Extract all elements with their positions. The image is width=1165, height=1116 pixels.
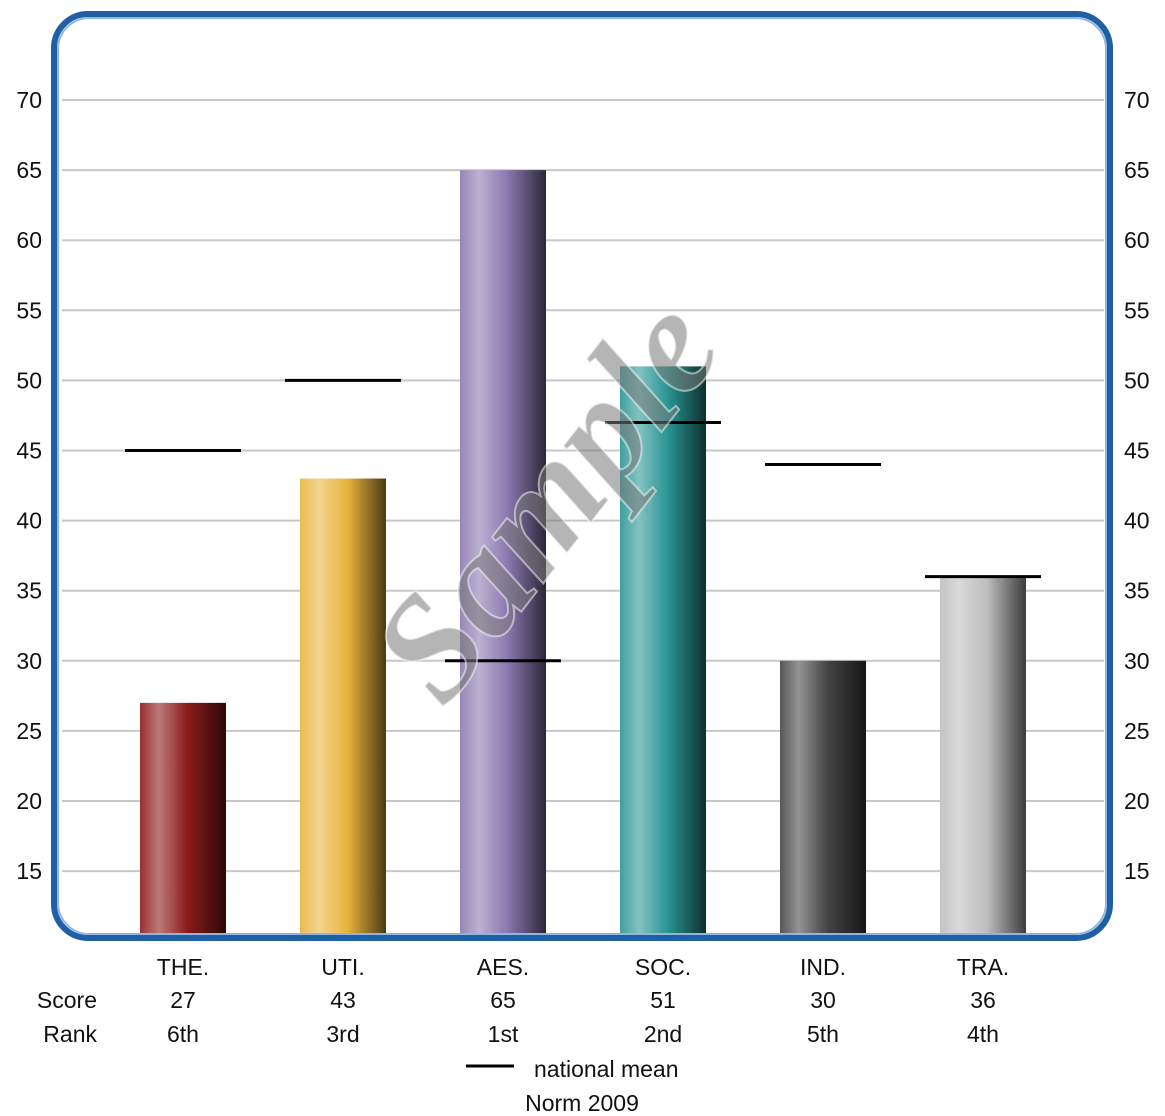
rank-value: 4th — [967, 1021, 999, 1047]
grid-lines — [62, 99, 1104, 873]
y-tick-left-70: 70 — [16, 87, 42, 113]
y-tick-left-15: 15 — [16, 858, 42, 884]
y-tick-left-40: 40 — [16, 508, 42, 534]
rank-value: 3rd — [326, 1021, 359, 1047]
chart-frame — [51, 11, 1113, 941]
rank-value: 5th — [807, 1021, 839, 1047]
rank-row-label: Rank — [43, 1021, 97, 1047]
score-value: 51 — [650, 987, 676, 1013]
y-tick-left-60: 60 — [16, 227, 42, 253]
rank-value: 1st — [488, 1021, 519, 1047]
score-value: 30 — [810, 987, 836, 1013]
bar-aes — [460, 170, 546, 935]
bar-uti — [300, 478, 386, 934]
bar-tra — [940, 576, 1026, 934]
chart-frame-inner — [57, 17, 1107, 935]
category-label: IND. — [800, 954, 846, 980]
y-tick-left-50: 50 — [16, 367, 42, 393]
score-value: 27 — [170, 987, 196, 1013]
score-value: 65 — [490, 987, 516, 1013]
category-label: SOC. — [635, 954, 691, 980]
y-tick-right-55: 55 — [1124, 297, 1150, 323]
y-tick-left-65: 65 — [16, 157, 42, 183]
y-tick-left-25: 25 — [16, 718, 42, 744]
bar-the — [140, 702, 226, 934]
bar-soc — [620, 366, 706, 934]
y-tick-right-40: 40 — [1124, 508, 1150, 534]
legend-label: national mean — [534, 1056, 679, 1082]
score-value: 36 — [970, 987, 996, 1013]
national-mean-markers — [125, 378, 1041, 663]
bar-ind — [780, 660, 866, 934]
y-tick-right-45: 45 — [1124, 438, 1150, 464]
y-tick-left-30: 30 — [16, 648, 42, 674]
y-axis-ticks: 15 15 20 20 25 25 30 30 35 35 40 40 45 45 50 50 55 55 60 60… — [16, 87, 1149, 884]
category-label: THE. — [157, 954, 209, 980]
rank-value: 2nd — [644, 1021, 682, 1047]
y-tick-left-35: 35 — [16, 578, 42, 604]
category-label: TRA. — [957, 954, 1009, 980]
footer-norm: Norm 2009 — [525, 1090, 639, 1116]
y-tick-right-60: 60 — [1124, 227, 1150, 253]
y-tick-left-20: 20 — [16, 788, 42, 814]
rank-value: 6th — [167, 1021, 199, 1047]
y-tick-right-50: 50 — [1124, 367, 1150, 393]
y-tick-right-20: 20 — [1124, 788, 1150, 814]
bars — [140, 170, 1026, 935]
y-tick-right-65: 65 — [1124, 157, 1150, 183]
category-label: UTI. — [321, 954, 364, 980]
y-tick-left-55: 55 — [16, 297, 42, 323]
y-tick-right-30: 30 — [1124, 648, 1150, 674]
y-tick-right-35: 35 — [1124, 578, 1150, 604]
category-label: AES. — [477, 954, 529, 980]
y-tick-right-70: 70 — [1124, 87, 1150, 113]
y-tick-left-45: 45 — [16, 438, 42, 464]
score-value: 43 — [330, 987, 356, 1013]
score-row-label: Score — [37, 987, 97, 1013]
y-tick-right-15: 15 — [1124, 858, 1150, 884]
category-labels: THE. 27 6th UTI. 43 3rd AES. 65 1st SOC. 51 2nd IND.… — [157, 954, 1009, 1047]
y-tick-right-25: 25 — [1124, 718, 1150, 744]
